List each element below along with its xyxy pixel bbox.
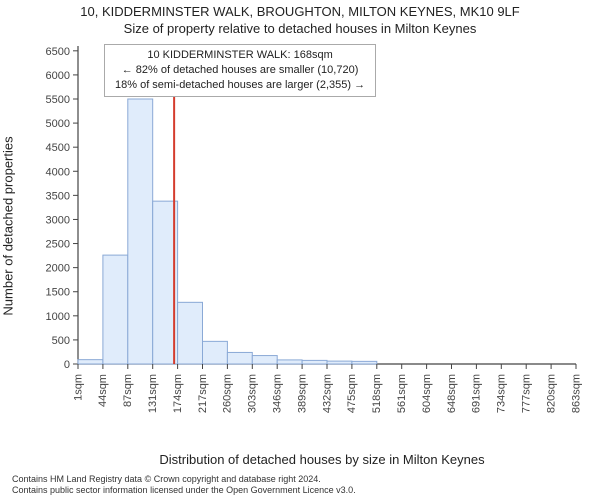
svg-text:5500: 5500 (46, 94, 70, 106)
info-line-2: ← 82% of detached houses are smaller (10… (115, 63, 365, 78)
chart-title-sub: Size of property relative to detached ho… (0, 21, 600, 36)
svg-text:303sqm: 303sqm (247, 374, 259, 413)
svg-text:734sqm: 734sqm (496, 374, 508, 413)
svg-text:4000: 4000 (46, 166, 70, 178)
svg-text:1000: 1000 (46, 311, 70, 323)
svg-text:2000: 2000 (46, 263, 70, 275)
svg-text:1sqm: 1sqm (72, 374, 84, 401)
svg-text:346sqm: 346sqm (272, 374, 284, 413)
svg-text:561sqm: 561sqm (396, 374, 408, 413)
svg-text:500: 500 (52, 335, 70, 347)
svg-text:1500: 1500 (46, 287, 70, 299)
info-box: 10 KIDDERMINSTER WALK: 168sqm ← 82% of d… (104, 44, 376, 97)
chart-title-main: 10, KIDDERMINSTER WALK, BROUGHTON, MILTO… (0, 4, 600, 19)
footer-attribution: Contains HM Land Registry data © Crown c… (12, 474, 356, 497)
svg-text:5000: 5000 (46, 118, 70, 130)
svg-text:0: 0 (64, 359, 70, 371)
svg-text:648sqm: 648sqm (446, 374, 458, 413)
svg-text:3000: 3000 (46, 214, 70, 226)
svg-text:3500: 3500 (46, 190, 70, 202)
svg-text:87sqm: 87sqm (122, 374, 134, 407)
info-line-1: 10 KIDDERMINSTER WALK: 168sqm (115, 48, 365, 63)
svg-text:518sqm: 518sqm (371, 374, 383, 413)
chart-svg: 0500100015002000250030003500400045005000… (62, 44, 582, 408)
svg-text:777sqm: 777sqm (521, 374, 533, 413)
svg-text:820sqm: 820sqm (545, 374, 557, 413)
svg-text:44sqm: 44sqm (97, 374, 109, 407)
svg-text:432sqm: 432sqm (321, 374, 333, 413)
x-axis-label: Distribution of detached houses by size … (62, 452, 582, 467)
svg-text:217sqm: 217sqm (197, 374, 209, 413)
svg-text:691sqm: 691sqm (471, 374, 483, 413)
svg-text:6000: 6000 (46, 70, 70, 82)
footer-line-2: Contains public sector information licen… (12, 485, 356, 496)
svg-text:6500: 6500 (46, 46, 70, 58)
svg-text:389sqm: 389sqm (296, 374, 308, 413)
footer-line-1: Contains HM Land Registry data © Crown c… (12, 474, 356, 485)
svg-text:2500: 2500 (46, 239, 70, 251)
svg-text:260sqm: 260sqm (222, 374, 234, 413)
svg-text:863sqm: 863sqm (570, 374, 582, 413)
svg-text:174sqm: 174sqm (172, 374, 184, 413)
svg-text:4500: 4500 (46, 142, 70, 154)
svg-text:131sqm: 131sqm (147, 374, 159, 413)
y-axis-label: Number of detached properties (1, 136, 16, 315)
svg-text:475sqm: 475sqm (346, 374, 358, 413)
svg-text:604sqm: 604sqm (421, 374, 433, 413)
chart-plot-area: 0500100015002000250030003500400045005000… (62, 44, 582, 408)
info-line-3: 18% of semi-detached houses are larger (… (115, 78, 365, 93)
